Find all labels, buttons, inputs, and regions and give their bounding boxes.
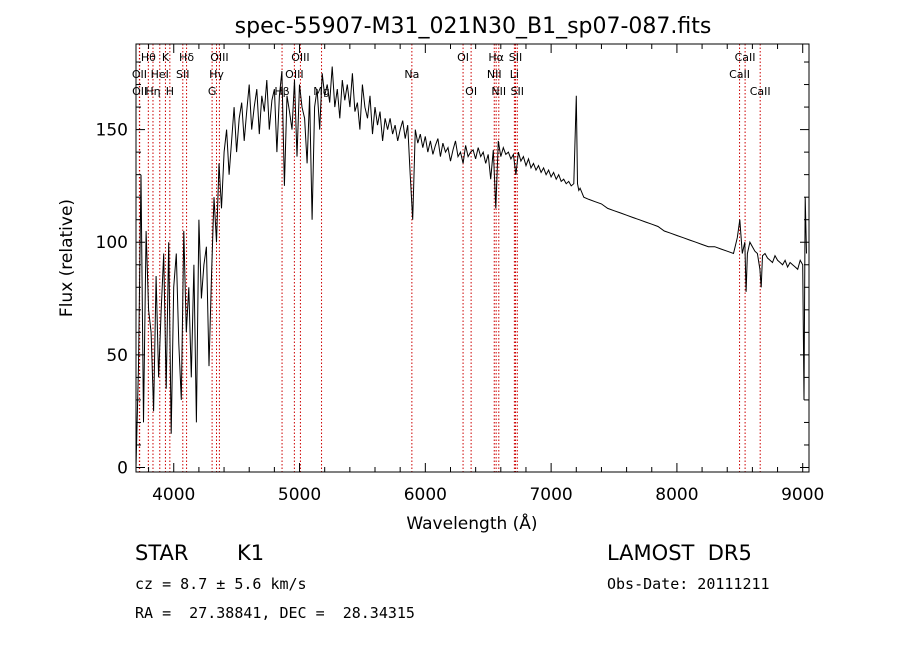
line-marker-label: HeI (151, 68, 169, 81)
y-tick-label: 100 (96, 233, 128, 253)
spectral-line-markers (138, 44, 761, 472)
y-axis-label: Flux (relative) (57, 199, 77, 317)
redshift-velocity: cz = 8.7 ± 5.6 km/s (135, 575, 307, 593)
line-marker-label: CaII (750, 85, 771, 98)
x-axis: 4000 5000 6000 7000 8000 9000 (148, 44, 824, 505)
line-marker-label: Li (510, 68, 519, 81)
line-marker-label: SII (176, 68, 189, 81)
y-axis: 0 50 100 150 (96, 61, 809, 478)
line-marker-label: Hδ (179, 51, 194, 64)
line-marker-label: OIII (285, 68, 303, 81)
x-axis-label: Wavelength (Å) (406, 512, 537, 534)
y-tick-label: 50 (106, 346, 128, 366)
line-marker-label: OI (465, 85, 477, 98)
observation-date: Obs-Date: 20111211 (607, 575, 770, 593)
line-marker-label: Hγ (209, 68, 224, 81)
plot-frame (135, 43, 810, 473)
line-marker-label: NII (491, 85, 506, 98)
x-tick-label: 8000 (655, 485, 698, 505)
line-marker-label: CaII (729, 68, 750, 81)
line-marker-label: SII (509, 51, 522, 64)
x-tick-label: 6000 (404, 485, 447, 505)
line-marker-label: OIII (291, 51, 309, 64)
coordinates: RA = 27.38841, DEC = 28.34315 (135, 604, 415, 622)
line-marker-label: K (162, 51, 170, 64)
x-tick-label: 9000 (781, 485, 824, 505)
line-marker-label: OIII (210, 51, 228, 64)
line-marker-label: SII (511, 85, 524, 98)
line-marker-label: Hη (145, 85, 160, 98)
spectral-subclass: K1 (237, 541, 265, 565)
x-tick-label: 4000 (152, 485, 195, 505)
spectrum-line (135, 66, 807, 468)
y-tick-label: 150 (96, 121, 128, 141)
line-marker-label: OII (132, 68, 147, 81)
line-marker-label: G (208, 85, 217, 98)
line-marker-label: OI (457, 51, 469, 64)
line-marker-label: CaII (735, 51, 756, 64)
x-tick-label: 7000 (529, 485, 572, 505)
line-marker-label: H (166, 85, 174, 98)
object-class: STAR (135, 541, 189, 565)
chart-title: spec-55907-M31_021N30_B1_sp07-087.fits (235, 14, 712, 39)
survey-name: LAMOST DR5 (607, 541, 752, 565)
line-marker-label: Hθ (141, 51, 156, 64)
y-tick-label: 0 (117, 458, 128, 478)
x-tick-label: 5000 (278, 485, 321, 505)
line-marker-label: Hα (488, 51, 504, 64)
line-marker-label: NII (487, 68, 502, 81)
line-marker-label: Na (404, 68, 419, 81)
